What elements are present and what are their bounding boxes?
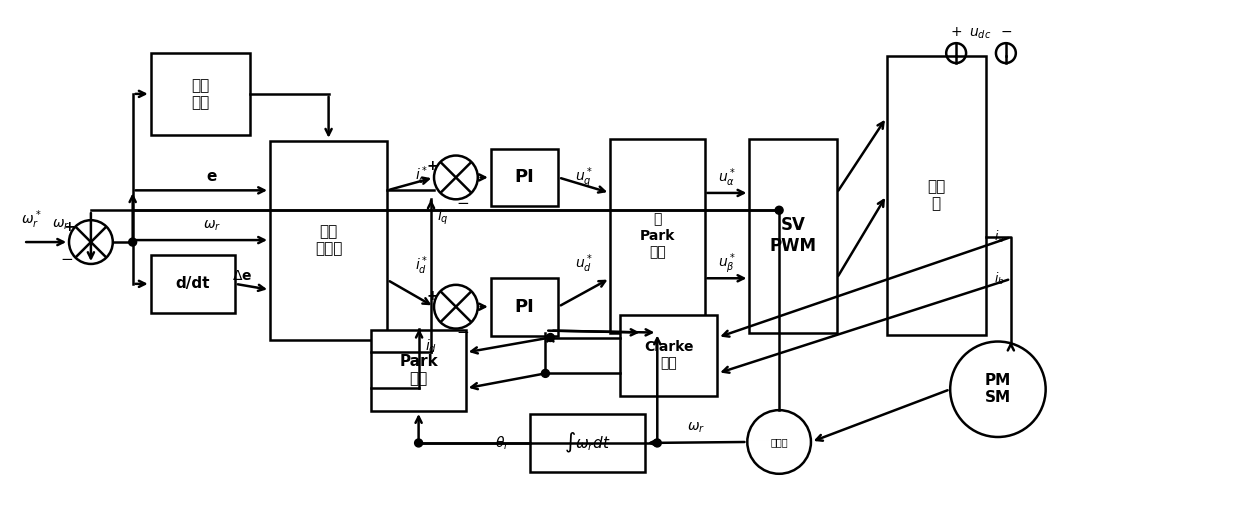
Circle shape	[541, 370, 549, 377]
Text: $-$: $-$	[456, 323, 470, 338]
Text: Clarke
变换: Clarke 变换	[644, 341, 694, 371]
Text: PI: PI	[514, 168, 534, 186]
Text: d/dt: d/dt	[176, 276, 211, 291]
Circle shape	[129, 238, 136, 246]
Bar	[620, 315, 717, 396]
Bar	[270, 140, 388, 340]
Text: $\mathbf{e}$: $\mathbf{e}$	[207, 169, 218, 184]
Text: $-$: $-$	[61, 250, 73, 265]
Bar	[750, 138, 836, 332]
Text: 逆变
器: 逆变 器	[927, 179, 945, 212]
Bar	[610, 138, 705, 332]
Text: $u_q^*$: $u_q^*$	[575, 166, 593, 190]
Text: 编码器: 编码器	[771, 437, 788, 447]
Bar	[151, 255, 235, 313]
Bar	[491, 149, 559, 206]
Bar	[887, 56, 986, 334]
Circle shape	[653, 439, 662, 447]
Text: $i_d^*$: $i_d^*$	[415, 254, 429, 277]
Text: PI: PI	[514, 298, 534, 316]
Circle shape	[415, 439, 422, 447]
Text: 积分
环节: 积分 环节	[191, 78, 209, 110]
Bar	[530, 414, 644, 472]
Text: $\omega_r$: $\omega_r$	[203, 219, 222, 233]
Text: $\int\omega_r dt$: $\int\omega_r dt$	[564, 431, 611, 455]
Text: $\omega_r^*$: $\omega_r^*$	[21, 209, 42, 232]
Text: $i_d$: $i_d$	[425, 338, 437, 355]
Circle shape	[546, 333, 554, 342]
Bar	[372, 330, 466, 411]
Text: $-$: $-$	[456, 194, 470, 209]
Bar	[151, 53, 250, 135]
Text: 反
Park
变换: 反 Park 变换	[639, 212, 675, 259]
Bar	[491, 278, 559, 335]
Text: $\omega_r$: $\omega_r$	[686, 421, 705, 435]
Text: $i_b$: $i_b$	[994, 271, 1005, 287]
Text: 模糊
控制器: 模糊 控制器	[315, 224, 342, 256]
Text: Park
变换: Park 变换	[399, 354, 437, 386]
Text: $\omega_r$: $\omega_r$	[52, 218, 71, 233]
Circle shape	[776, 206, 783, 214]
Text: $u_\alpha^*$: $u_\alpha^*$	[717, 167, 736, 189]
Text: $\Delta\mathbf{e}$: $\Delta\mathbf{e}$	[232, 269, 253, 283]
Text: $i_q^*$: $i_q^*$	[415, 164, 429, 189]
Text: SV
PWM: SV PWM	[769, 216, 817, 255]
Text: +: +	[426, 289, 437, 303]
Text: $i_q$: $i_q$	[437, 208, 449, 227]
Text: $+\;\; u_{dc} \;\; -$: $+\;\; u_{dc} \;\; -$	[950, 25, 1012, 41]
Text: $i_a$: $i_a$	[994, 229, 1004, 245]
Text: $u_d^*$: $u_d^*$	[575, 252, 593, 275]
Text: $u_\beta^*$: $u_\beta^*$	[717, 251, 736, 275]
Text: +: +	[426, 159, 437, 174]
Text: +: +	[63, 220, 74, 234]
Text: PM
SM: PM SM	[985, 373, 1011, 406]
Text: $\theta_r$: $\theta_r$	[496, 434, 510, 451]
